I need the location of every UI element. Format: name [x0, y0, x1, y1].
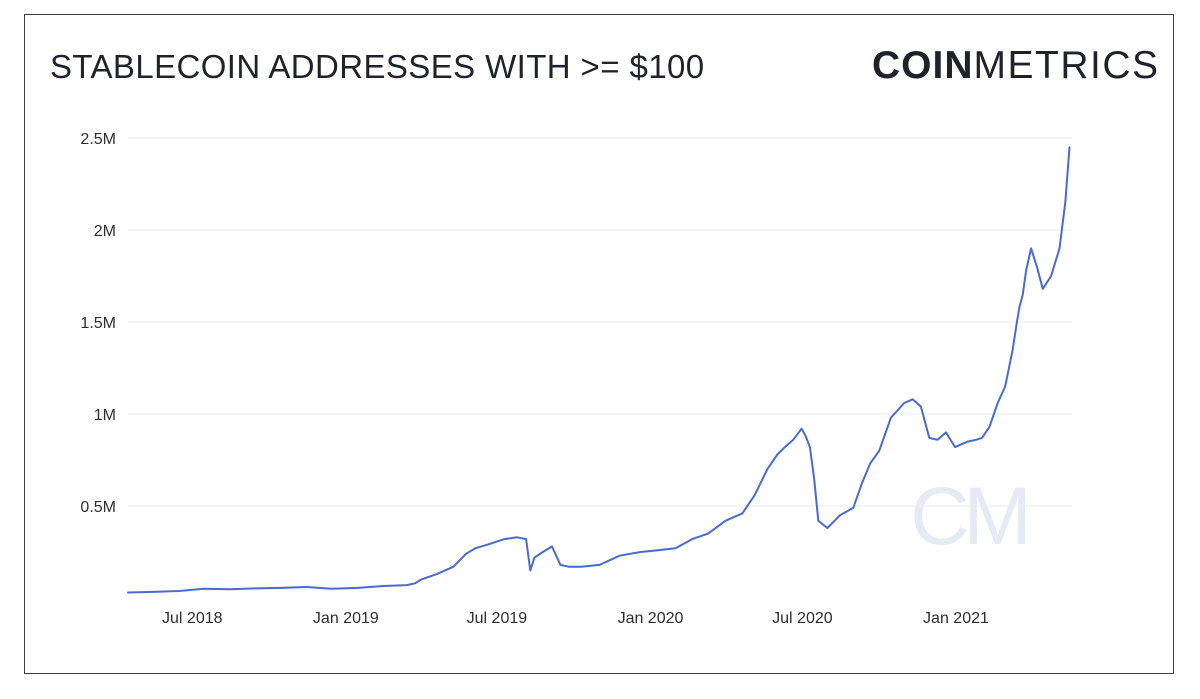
- x-tick-label: Jan 2019: [313, 610, 379, 627]
- series-line: [127, 146, 1071, 594]
- x-tick-label: Jan 2020: [618, 610, 684, 627]
- y-tick-label: 1M: [94, 407, 116, 424]
- x-tick-label: Jul 2020: [772, 610, 833, 627]
- cm-watermark: CM: [910, 471, 1026, 562]
- y-tick-label: 0.5M: [80, 499, 116, 516]
- chart-title: STABLECOIN ADDRESSES WITH >= $100: [50, 48, 705, 85]
- x-tick-label: Jul 2018: [162, 610, 223, 627]
- logo-text-bold: COIN: [872, 44, 974, 87]
- x-tick-label: Jul 2019: [467, 610, 528, 627]
- y-tick-label: 1.5M: [80, 315, 116, 332]
- logo-text-light: METRICS: [973, 44, 1160, 87]
- coinmetrics-logo: COINMETRICS: [872, 44, 1160, 88]
- y-tick-label: 2.5M: [80, 131, 116, 148]
- y-tick-label: 2M: [94, 223, 116, 240]
- x-tick-label: Jan 2021: [923, 610, 989, 627]
